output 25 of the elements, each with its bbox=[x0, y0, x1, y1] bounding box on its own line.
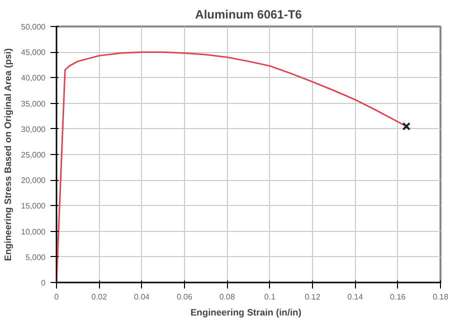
x-tick-label: 0.12 bbox=[304, 292, 321, 302]
y-tick-label: 40,000 bbox=[21, 74, 46, 83]
y-tick-label: 30,000 bbox=[21, 124, 46, 134]
y-tick-label: 10,000 bbox=[21, 227, 46, 236]
y-tick-label: 45,000 bbox=[21, 48, 46, 58]
y-tick-label: 35,000 bbox=[21, 99, 46, 108]
x-axis-title: Engineering Strain (in/in) bbox=[190, 308, 302, 318]
y-tick-label: 50,000 bbox=[21, 22, 46, 32]
x-tick-label: 0.16 bbox=[390, 292, 406, 302]
y-tick-label: 5,000 bbox=[25, 252, 46, 262]
x-tick-label: 0.04 bbox=[134, 292, 150, 302]
x-tick-label: 0 bbox=[54, 292, 60, 302]
x-tick-label: 0.18 bbox=[432, 292, 449, 302]
x-tick-label: 0.06 bbox=[176, 292, 193, 302]
y-tick-label: 15,000 bbox=[21, 202, 46, 211]
y-tick-label: 20,000 bbox=[21, 176, 46, 186]
chart-title: Aluminum 6061-T6 bbox=[195, 8, 302, 22]
line-series bbox=[56, 51, 408, 282]
x-tick-label: 0.02 bbox=[91, 292, 108, 302]
x-tick-label: 0.14 bbox=[347, 292, 364, 302]
x-tick-label: 0.08 bbox=[219, 292, 236, 302]
y-axis-title: Engineering Stress Based on Original Area (psi) bbox=[3, 48, 14, 262]
y-tick-label: 25,000 bbox=[21, 150, 46, 160]
x-tick-label: 0.1 bbox=[264, 292, 276, 302]
y-tick-label: 0 bbox=[41, 278, 46, 288]
